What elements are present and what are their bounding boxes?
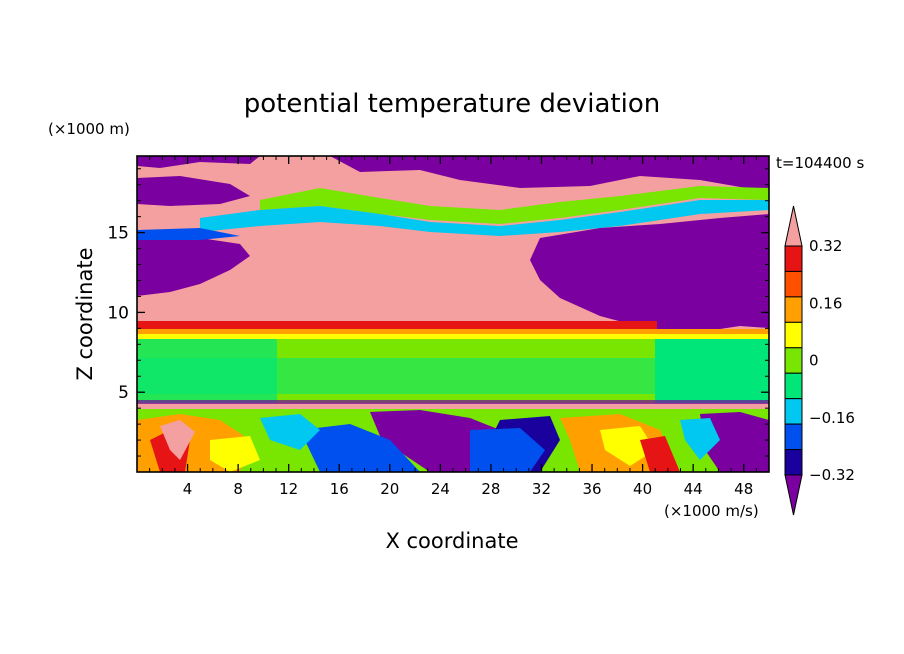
- colorbar-segment: [784, 321, 803, 349]
- warm-stripe-orange: [137, 329, 769, 334]
- warm-stripe-pink: [137, 403, 769, 409]
- band-cold-upper-right: [530, 214, 769, 332]
- band-thin-blue: [137, 228, 240, 240]
- band-upper-green: [260, 186, 769, 224]
- bl-cyan-left: [260, 414, 320, 450]
- neutral-teal-patch-right: [655, 339, 769, 403]
- y-tick-label: 5: [118, 383, 129, 403]
- bl-cold-mid: [370, 410, 500, 472]
- cold-stripe-purple: [137, 400, 769, 404]
- x-tick-label: 28: [481, 480, 500, 498]
- warm-stripe-red: [137, 321, 657, 329]
- bl-cold-right: [700, 412, 769, 472]
- bl-blue-mid: [300, 424, 420, 472]
- band-cold-left: [137, 238, 250, 296]
- bl-yellow-right: [600, 426, 655, 466]
- x-tick-label: 12: [279, 480, 298, 498]
- bl-blue-right-mid: [470, 428, 545, 472]
- colorbar-segment: [784, 449, 803, 476]
- colorbar-tick-label: 0.32: [809, 237, 842, 255]
- colorbar-bottom-triangle: [784, 474, 803, 516]
- y-axis-label: Z coordinate: [73, 247, 97, 380]
- band-cold-left-top: [137, 176, 250, 206]
- band-top-left-purple: [137, 156, 260, 168]
- contour-field: [137, 156, 769, 472]
- x-tick-label: 4: [183, 480, 193, 498]
- colorbar-segment: [784, 296, 803, 323]
- x-tick-label: 24: [431, 480, 450, 498]
- x-tick-label: 48: [734, 480, 753, 498]
- x-tick-label: 20: [380, 480, 399, 498]
- x-tick-label: 32: [532, 480, 551, 498]
- x-axis-ticks: 4 8 12 16 20 24 28 32 36 40 44 48: [149, 156, 757, 498]
- colorbar-top-triangle: [784, 205, 803, 247]
- x-axis-label: X coordinate: [385, 529, 518, 553]
- x-tick-label: 36: [582, 480, 601, 498]
- band-upper-cyan: [200, 200, 769, 236]
- bl-pink-left: [160, 420, 195, 460]
- bl-yellow-left: [210, 436, 260, 472]
- colorbar: 0.32 0.16 0 −0.16 −0.32: [784, 205, 855, 516]
- colorbar-segment: [784, 398, 803, 425]
- y-tick-label: 15: [107, 224, 129, 244]
- warm-stripe-yellow: [137, 334, 769, 339]
- colorbar-segment: [784, 245, 803, 272]
- x-tick-label: 16: [330, 480, 349, 498]
- y-tick-label: 10: [107, 303, 129, 323]
- colorbar-tick-label: −0.32: [809, 466, 855, 484]
- colorbar-segment: [784, 347, 803, 374]
- colorbar-tick-label: 0.16: [809, 294, 842, 312]
- x-tick-label: 8: [233, 480, 243, 498]
- band-top-purple: [330, 156, 769, 192]
- colorbar-segment: [784, 270, 803, 298]
- colorbar-tick-label: 0: [809, 352, 819, 370]
- colorbar-tick-label: −0.16: [809, 409, 855, 427]
- colorbar-segment: [784, 423, 803, 451]
- chart-title: potential temperature deviation: [244, 89, 660, 119]
- colorbar-segment: [784, 372, 803, 400]
- x-unit-label: (×1000 m/s): [664, 502, 759, 520]
- y-axis-ticks: 5 10 15: [107, 168, 769, 457]
- x-tick-label: 44: [684, 480, 703, 498]
- x-tick-label: 40: [633, 480, 652, 498]
- neutral-teal-patch-left: [137, 339, 277, 403]
- time-label: t=104400 s: [776, 154, 864, 172]
- bl-red-right: [640, 436, 680, 472]
- bl-cyan-right: [680, 418, 720, 460]
- y-unit-label: (×1000 m): [48, 120, 130, 138]
